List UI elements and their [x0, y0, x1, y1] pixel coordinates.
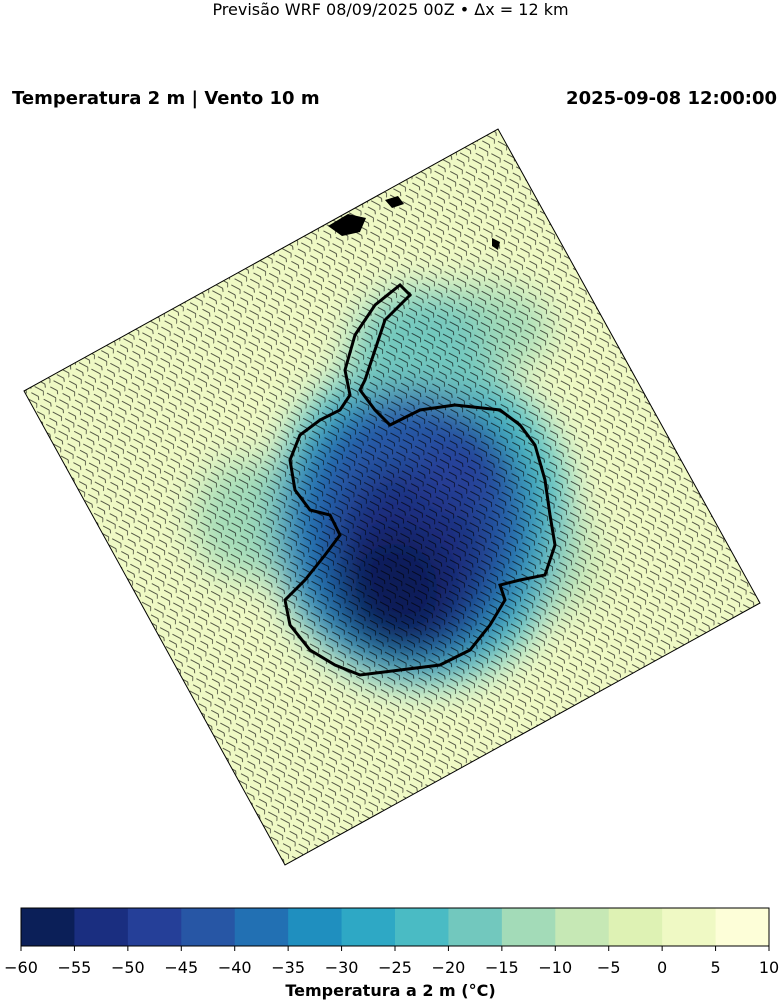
colorbar-segment — [181, 908, 236, 946]
colorbar-segment — [21, 908, 75, 946]
colorbar-tick-label: 0 — [657, 958, 667, 977]
colorbar-tick-label: 10 — [759, 958, 779, 977]
colorbar-tick-label: 5 — [710, 958, 720, 977]
sub-antarctic-islands — [328, 196, 500, 250]
colorbar-segment — [555, 908, 610, 946]
map-title-left: Temperatura 2 m | Vento 10 m — [12, 88, 320, 109]
temperature-wind-map — [23, 128, 761, 866]
antarctica-coastline — [283, 282, 557, 677]
colorbar-segment — [501, 908, 556, 946]
colorbar-tick-label: −55 — [58, 958, 92, 977]
colorbar-tick-label: −35 — [271, 958, 305, 977]
colorbar-tick-label: −5 — [597, 958, 621, 977]
map-title-right: 2025-09-08 12:00:00 — [566, 88, 777, 109]
model-domain-border — [23, 128, 761, 866]
temperature-field — [24, 129, 760, 865]
colorbar-color-blocks — [21, 908, 770, 946]
figure-suptitle: Previsão WRF 08/09/2025 00Z • Δx = 12 km — [212, 0, 569, 19]
colorbar-segment — [127, 908, 182, 946]
colorbar-segment — [341, 908, 396, 946]
colorbar-tick-label: −60 — [4, 958, 38, 977]
colorbar-tick-label: −45 — [164, 958, 198, 977]
temperature-colorbar: −60 −55 −50 −45 −40 −35 −30 −25 −20 −15 −10 −5 0 5 10 — [4, 907, 779, 977]
colorbar-segment — [715, 908, 770, 946]
colorbar-tick-label: −10 — [538, 958, 572, 977]
colorbar-segment — [288, 908, 343, 946]
colorbar-label: Temperatura a 2 m (°C) — [285, 981, 496, 1000]
colorbar-segment — [395, 908, 449, 946]
colorbar-tick-label: −15 — [485, 958, 519, 977]
colorbar-segment — [662, 908, 717, 946]
colorbar-tick-label: −50 — [111, 958, 145, 977]
colorbar-tick-label: −30 — [325, 958, 359, 977]
colorbar-segment — [448, 908, 503, 946]
colorbar-segment — [608, 908, 663, 946]
colorbar-tick-label: −20 — [432, 958, 466, 977]
colorbar-segment — [74, 908, 129, 946]
colorbar-ticks: −60 −55 −50 −45 −40 −35 −30 −25 −20 −15 −10 −5 0 5 10 — [4, 946, 779, 977]
colorbar-segment — [234, 908, 289, 946]
colorbar-tick-label: −40 — [218, 958, 252, 977]
colorbar-tick-label: −25 — [378, 958, 412, 977]
